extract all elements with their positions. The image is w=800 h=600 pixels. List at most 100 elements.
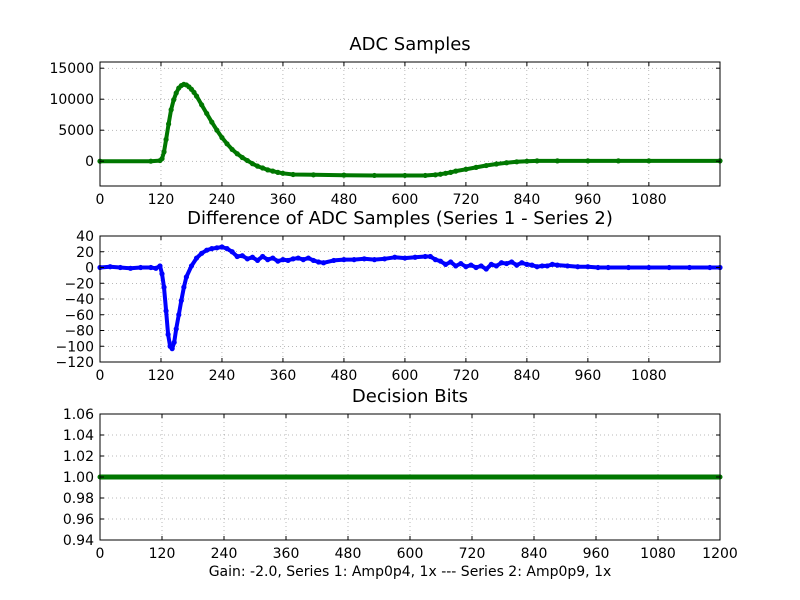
data-point [178,297,184,304]
data-point [422,172,428,179]
y-tick-label: 0.94 [63,533,94,549]
data-point [437,171,444,177]
data-point [270,255,276,261]
x-tick-label: 120 [148,192,175,208]
x-tick-label: 360 [270,192,297,208]
x-tick-label: 720 [453,368,480,384]
x-tick-label: 240 [209,192,236,208]
data-point [193,93,200,99]
data-point [159,156,165,162]
data-point [381,256,388,262]
data-point [534,158,540,164]
data-point [549,261,555,267]
data-point [295,255,301,261]
data-point [605,264,611,271]
data-point [169,346,175,352]
data-point [371,172,378,179]
data-point [165,331,171,338]
data-point [478,263,484,269]
data-point [585,158,591,164]
y-tick-label: 0.98 [63,491,94,507]
data-point [193,255,200,261]
data-point [176,312,182,318]
data-point [199,102,205,108]
data-point [229,249,235,255]
data-point [163,136,169,143]
data-point [214,127,220,133]
data-point [209,119,215,125]
data-point [544,263,550,269]
x-tick-label: 360 [270,368,297,384]
x-tick-label: 480 [331,368,358,384]
plot-frame [99,61,721,187]
figure-xlabel: Gain: -2.0, Series 1: Amp0p4, 1x --- Ser… [209,564,612,580]
data-point [534,264,540,270]
data-point [315,259,322,265]
data-point [432,172,439,178]
data-point [686,264,693,271]
data-point [432,257,439,263]
data-point [707,264,713,271]
data-point [188,263,195,269]
data-point [448,169,454,175]
x-tick-label: 1080 [640,546,676,562]
y-tick-label: −20 [64,276,94,292]
data-point [168,107,174,113]
data-point [173,90,179,96]
data-point [265,167,271,173]
data-point [166,121,172,127]
data-point [519,260,525,266]
data-point [625,264,632,271]
data-point [331,257,337,264]
y-tick-label: 0.96 [63,512,94,528]
data-point [117,264,123,271]
series-line-1 [98,245,722,351]
data-point [244,256,250,262]
data-point [153,265,159,271]
data-point [529,262,535,268]
data-point [427,253,433,260]
y-tick-label: 10000 [49,92,94,108]
data-point [239,253,245,259]
data-point [503,160,510,166]
data-point [321,260,327,266]
y-tick-label: −80 [64,324,94,340]
x-tick-label: 360 [273,546,300,562]
data-point [290,256,296,262]
x-tick-label: 600 [392,192,419,208]
data-point [161,149,167,155]
y-tick-label: −40 [64,292,94,308]
data-point [305,255,311,261]
data-point [204,247,210,253]
x-tick-label: 0 [96,368,105,384]
data-point [159,271,165,277]
x-tick-label: 840 [514,368,541,384]
y-tick-label: 20 [76,245,94,261]
data-point [171,97,177,103]
data-point [341,172,347,178]
x-tick-label: 120 [148,368,175,384]
data-point [351,257,357,263]
chart-panel-1: 0 120 240 360 480 600 720 840 960 1080 0 5000 10000 1… [49,34,723,208]
y-tick-label: −60 [64,308,94,324]
x-tick-label: 960 [575,368,602,384]
data-point [442,261,449,267]
data-point [244,157,250,164]
data-point [503,260,510,267]
data-point [412,254,418,260]
data-point [191,89,197,95]
data-point [254,257,261,264]
x-tick-label: 840 [514,192,541,208]
data-point [204,110,210,117]
y-tick-label: 1.04 [63,428,94,444]
data-point [402,172,408,179]
x-tick-label: 120 [149,546,176,562]
data-point [341,257,347,263]
x-tick-label: 600 [392,368,419,384]
data-point [300,257,306,263]
x-tick-label: 1080 [631,368,667,384]
data-point [181,284,187,290]
data-point [646,158,652,164]
data-point [224,141,230,147]
